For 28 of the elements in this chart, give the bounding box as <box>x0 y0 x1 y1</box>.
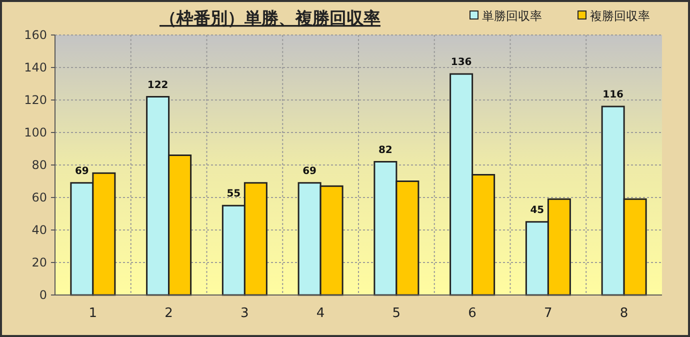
x-tick-label: 7 <box>544 306 552 321</box>
chart-title: （枠番別）単勝、複勝回収率 <box>160 9 380 29</box>
x-tick-label: 1 <box>88 306 98 321</box>
x-tick-label: 4 <box>316 306 325 321</box>
y-tick-label: 140 <box>24 60 47 74</box>
data-label: 136 <box>450 57 472 68</box>
x-tick-label: 6 <box>468 306 476 321</box>
data-label: 45 <box>530 204 544 216</box>
x-tick-label: 5 <box>392 306 401 321</box>
x-tick-label: 2 <box>164 306 173 321</box>
y-tick-label: 40 <box>32 223 47 237</box>
y-tick-label: 20 <box>32 256 47 270</box>
x-tick-label: 3 <box>240 306 249 321</box>
y-tick-label: 0 <box>39 288 47 302</box>
x-tick-label: 8 <box>620 306 628 321</box>
y-tick-label: 80 <box>32 158 47 172</box>
y-tick-label: 60 <box>32 190 47 204</box>
y-tick-label: 100 <box>24 126 47 140</box>
y-tick-label: 120 <box>24 93 47 107</box>
data-label: 69 <box>302 166 317 177</box>
data-label: 82 <box>378 144 392 156</box>
legend-label: 複勝回収率 <box>590 9 650 23</box>
legend-label: 単勝回収率 <box>482 9 542 23</box>
data-label: 122 <box>147 80 168 91</box>
data-label: 69 <box>74 166 89 177</box>
y-tick-label: 160 <box>24 28 47 42</box>
data-label: 116 <box>602 90 624 100</box>
data-label: 55 <box>226 188 241 200</box>
